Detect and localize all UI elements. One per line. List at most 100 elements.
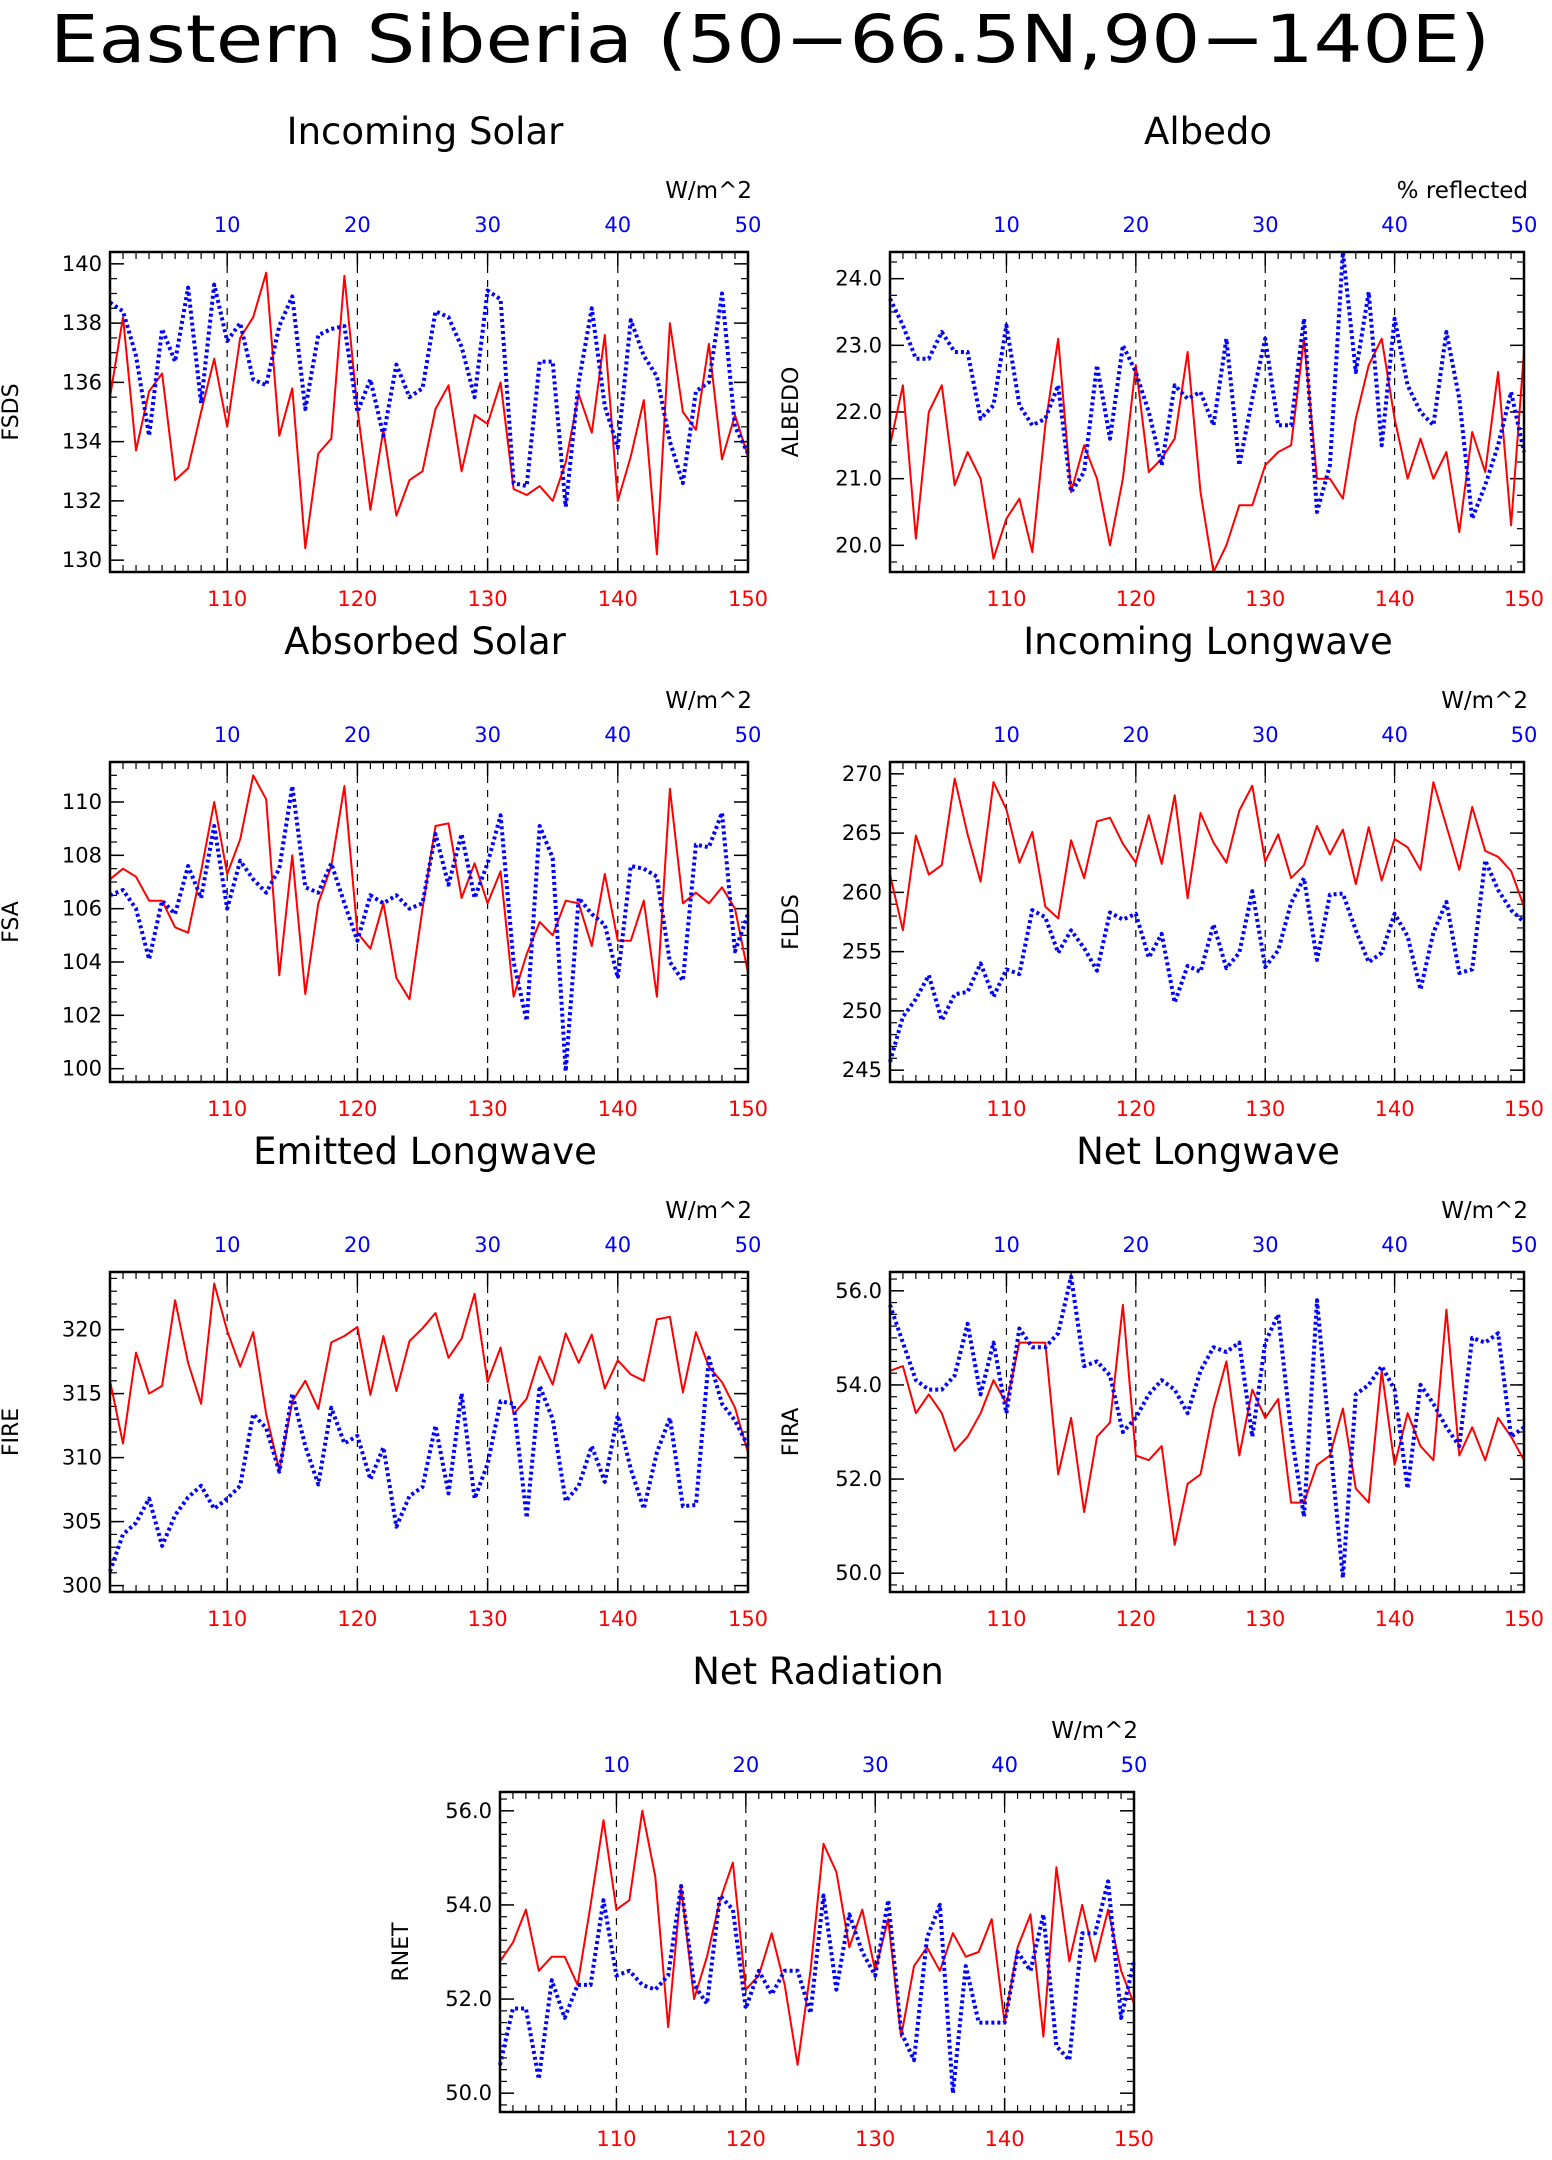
x-bottom-tick-label: 150 <box>1504 587 1544 611</box>
x-top-tick-label: 50 <box>1511 1233 1538 1257</box>
series-line-red <box>109 271 749 556</box>
x-bottom-tick-label: 140 <box>598 1607 638 1631</box>
units-label: W/m^2 <box>1441 1198 1528 1224</box>
x-top-tick-label: 10 <box>993 213 1020 237</box>
x-bottom-tick-label: 120 <box>1116 587 1156 611</box>
panel-title: Net Longwave <box>1076 1130 1340 1173</box>
y-tick-label: 22.0 <box>835 400 882 424</box>
y-tick-label: 130 <box>62 548 102 572</box>
panel-fsa: Absorbed Solar W/m^2 100 102 104 106 108 110 110… <box>0 620 768 1121</box>
x-top-tick-label: 10 <box>603 1753 630 1777</box>
x-top-tick-label: 40 <box>604 723 631 747</box>
x-top-tick-label: 40 <box>1381 1233 1408 1257</box>
plot-frame <box>888 250 1526 574</box>
x-bottom-tick-label: 130 <box>1245 587 1285 611</box>
x-bottom-tick-label: 150 <box>1504 1097 1544 1121</box>
x-bottom-tick-label: 120 <box>1116 1607 1156 1631</box>
units-label: W/m^2 <box>665 688 752 714</box>
x-top-tick-label: 30 <box>474 213 501 237</box>
y-tick-label: 250 <box>842 999 882 1023</box>
plot-frame <box>498 1790 1136 2114</box>
y-tick-label: 21.0 <box>835 467 882 491</box>
x-top-tick-label: 50 <box>735 213 762 237</box>
y-tick-label: 245 <box>842 1058 882 1082</box>
y-tick-label: 104 <box>62 950 102 974</box>
x-top-tick-label: 30 <box>474 723 501 747</box>
y-tick-label: 52.0 <box>445 1987 492 2011</box>
y-axis-label: FLDS <box>779 894 804 950</box>
x-top-tick-label: 30 <box>474 1233 501 1257</box>
series-line-blue <box>498 1879 1136 2096</box>
x-top-tick-label: 50 <box>1121 1753 1148 1777</box>
plot-frame <box>888 760 1526 1084</box>
units-label: W/m^2 <box>665 178 752 204</box>
y-tick-label: 310 <box>62 1446 102 1470</box>
series-line-red <box>889 337 1525 573</box>
x-bottom-tick-label: 140 <box>598 587 638 611</box>
y-tick-label: 54.0 <box>445 1893 492 1917</box>
x-bottom-tick-label: 150 <box>728 587 768 611</box>
y-axis-label: FSA <box>0 901 24 943</box>
x-bottom-tick-label: 110 <box>207 1097 247 1121</box>
x-top-tick-label: 40 <box>1381 723 1408 747</box>
y-tick-label: 270 <box>842 762 882 786</box>
y-tick-label: 24.0 <box>835 267 882 291</box>
x-top-tick-label: 20 <box>1122 213 1149 237</box>
series-line-red <box>889 777 1525 932</box>
y-tick-label: 106 <box>62 897 102 921</box>
x-top-tick-label: 30 <box>1252 213 1279 237</box>
units-label: % reflected <box>1397 178 1528 204</box>
x-bottom-tick-label: 110 <box>596 2127 636 2151</box>
y-tick-label: 54.0 <box>835 1373 882 1397</box>
x-bottom-tick-label: 150 <box>1504 1607 1544 1631</box>
x-top-tick-label: 10 <box>214 1233 241 1257</box>
y-tick-label: 132 <box>62 489 102 513</box>
panel-title: Absorbed Solar <box>284 620 566 663</box>
x-bottom-tick-label: 150 <box>1114 2127 1154 2151</box>
y-axis-label: RNET <box>389 1922 414 1982</box>
y-tick-label: 260 <box>842 880 882 904</box>
x-bottom-tick-label: 130 <box>468 1607 508 1631</box>
y-tick-label: 255 <box>842 940 882 964</box>
y-tick-label: 265 <box>842 821 882 845</box>
x-bottom-tick-label: 110 <box>986 587 1026 611</box>
plot-frame <box>108 1270 750 1594</box>
series-line-blue <box>108 1355 750 1573</box>
y-tick-label: 140 <box>62 252 102 276</box>
x-top-tick-label: 10 <box>214 213 241 237</box>
x-top-tick-label: 50 <box>1511 723 1538 747</box>
units-label: W/m^2 <box>1051 1718 1138 1744</box>
x-bottom-tick-label: 120 <box>337 1607 377 1631</box>
x-bottom-tick-label: 130 <box>468 587 508 611</box>
y-tick-label: 315 <box>62 1382 102 1406</box>
panel-rnet: Net Radiation W/m^2 50.0 52.0 54.0 56.0 110 120… <box>389 1650 1154 2151</box>
plot-frame <box>108 250 750 574</box>
y-axis-label: ALBEDO <box>779 367 804 458</box>
x-top-tick-label: 50 <box>1511 213 1538 237</box>
y-tick-label: 100 <box>62 1057 102 1081</box>
panel-title: Incoming Longwave <box>1023 620 1393 663</box>
x-top-tick-label: 10 <box>993 723 1020 747</box>
x-top-tick-label: 40 <box>604 213 631 237</box>
x-bottom-tick-label: 150 <box>728 1097 768 1121</box>
x-bottom-tick-label: 130 <box>1245 1097 1285 1121</box>
y-tick-label: 56.0 <box>835 1279 882 1303</box>
x-top-tick-label: 20 <box>344 213 371 237</box>
x-bottom-tick-label: 140 <box>985 2127 1025 2151</box>
panel-fira: Net Longwave W/m^2 50.0 52.0 54.0 56.0 110 120 1… <box>779 1130 1544 1631</box>
x-bottom-tick-label: 140 <box>1375 1097 1415 1121</box>
series-line-blue <box>108 282 750 509</box>
y-tick-label: 102 <box>62 1003 102 1027</box>
x-bottom-tick-label: 120 <box>337 587 377 611</box>
x-top-tick-label: 20 <box>1122 723 1149 747</box>
y-tick-label: 108 <box>62 843 102 867</box>
x-top-tick-label: 20 <box>344 723 371 747</box>
x-top-tick-label: 20 <box>1122 1233 1149 1257</box>
x-top-tick-label: 30 <box>1252 1233 1279 1257</box>
x-bottom-tick-label: 130 <box>855 2127 895 2151</box>
x-bottom-tick-label: 140 <box>1375 1607 1415 1631</box>
panel-fire: Emitted Longwave W/m^2 300 305 310 315 320 110 1… <box>0 1130 768 1631</box>
y-tick-label: 110 <box>62 790 102 814</box>
x-bottom-tick-label: 120 <box>1116 1097 1156 1121</box>
